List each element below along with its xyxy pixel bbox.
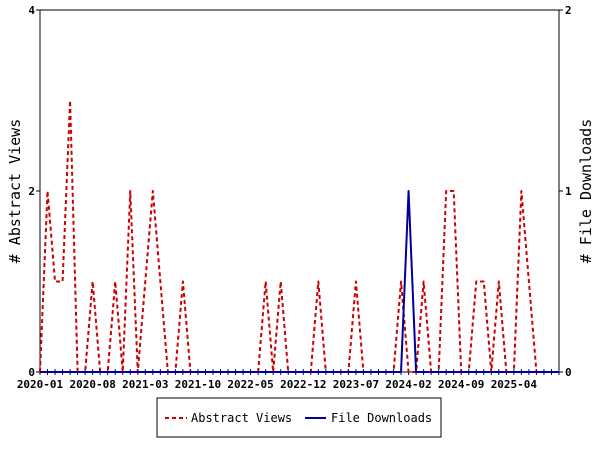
y2-axis-title: # File Downloads — [577, 119, 595, 264]
y-axis-tick-labels: 0 2 4 — [28, 4, 40, 379]
series-layer — [39, 99, 559, 373]
legend-label-file-downloads: File Downloads — [331, 411, 432, 425]
y2-tick-label: 0 — [565, 366, 572, 379]
y2-tick-label: 2 — [565, 4, 572, 17]
x-tick-label: 2024-02 — [385, 378, 431, 391]
x-tick-label: 2025-04 — [491, 378, 538, 391]
y-tick-label: 0 — [28, 366, 35, 379]
x-tick-label: 2020-01 — [17, 378, 64, 391]
x-tick-label: 2024-09 — [438, 378, 484, 391]
x-tick-label: 2023-07 — [333, 378, 379, 391]
plot-frame — [39, 9, 560, 373]
x-tick-label: 2020-08 — [69, 378, 115, 391]
series-line-abstract-views — [39, 99, 559, 373]
x-tick-label: 2022-12 — [280, 378, 326, 391]
y2-tick-label: 1 — [565, 185, 572, 198]
legend: Abstract Views File Downloads — [156, 397, 442, 438]
x-tick-label: 2021-03 — [122, 378, 168, 391]
y-axis-title: # Abstract Views — [6, 119, 24, 264]
x-tick-label: 2021-10 — [175, 378, 221, 391]
legend-label-abstract-views: Abstract Views — [191, 411, 292, 425]
x-axis-tick-labels: 2020-01 2020-08 2021-03 2021-10 2022-05 2022-… — [17, 378, 538, 391]
series-line-file-downloads — [40, 190, 559, 373]
y2-axis-tick-labels: 0 1 2 — [559, 4, 572, 379]
x-tick-label: 2022-05 — [227, 378, 273, 391]
y-tick-label: 2 — [28, 185, 35, 198]
y-tick-label: 4 — [28, 4, 35, 17]
legend-box — [156, 397, 442, 438]
plot-border — [39, 9, 560, 373]
